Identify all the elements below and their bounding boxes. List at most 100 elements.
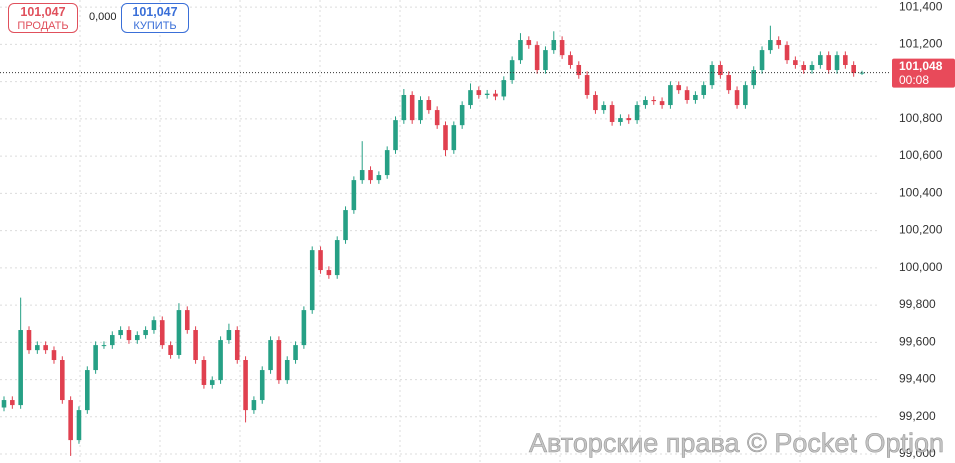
candle-body <box>584 75 590 95</box>
candle-body <box>334 240 340 276</box>
candle-body <box>68 400 73 441</box>
candle-body <box>426 100 432 111</box>
candle-body <box>276 340 282 381</box>
candle-body <box>743 85 748 106</box>
candle-body <box>184 310 190 331</box>
candle-body <box>801 64 806 71</box>
candle-body <box>734 90 740 106</box>
sell-button[interactable]: 101,047 ПРОДАТЬ <box>8 3 78 33</box>
candle-body <box>701 85 707 95</box>
candle-body <box>693 94 698 101</box>
candle-body <box>1 400 7 408</box>
sell-label: ПРОДАТЬ <box>17 20 69 32</box>
candle-body <box>718 64 723 76</box>
candle-body <box>601 105 607 111</box>
candle-body <box>434 110 440 126</box>
candle-body <box>459 105 465 126</box>
candle-body <box>376 175 382 181</box>
candle-body <box>126 330 132 341</box>
candle-body <box>593 94 598 111</box>
candle-body <box>143 330 148 336</box>
candle-body <box>793 60 798 65</box>
candle-body <box>118 330 123 336</box>
candle-body <box>443 125 448 151</box>
candle-body <box>368 170 373 181</box>
candle-body <box>209 380 215 385</box>
candle-body <box>234 330 240 361</box>
candle-body <box>776 40 781 46</box>
candle-body <box>826 55 831 71</box>
candle-body <box>243 360 248 411</box>
y-tick-label: 99,200 <box>899 409 936 423</box>
candle-body <box>626 118 632 121</box>
candle-body <box>110 335 115 346</box>
candle-body <box>668 85 673 106</box>
candle-body <box>526 40 532 46</box>
candle-body <box>159 320 165 346</box>
candle-body <box>393 120 398 151</box>
candle-body <box>134 335 140 341</box>
y-tick-label: 100,000 <box>899 260 943 274</box>
candle-body <box>201 360 207 385</box>
candle-body <box>818 55 823 65</box>
candle-body <box>343 210 348 241</box>
candle-body <box>93 345 98 371</box>
y-tick-label: 99,600 <box>899 334 936 348</box>
candle-body <box>43 345 48 351</box>
candle-body <box>293 345 298 361</box>
candle-body <box>326 270 332 276</box>
sell-price: 101,047 <box>20 5 66 19</box>
candle-body <box>809 64 815 71</box>
candle-body <box>676 85 682 91</box>
candle-body <box>659 101 665 106</box>
candle-body <box>51 350 57 361</box>
candle-body <box>168 345 173 355</box>
y-tick-label: 100,400 <box>899 185 943 199</box>
current-price-label: 101,048 <box>899 59 943 73</box>
y-tick-label: 99,800 <box>899 297 936 311</box>
candle-body <box>85 370 90 411</box>
candle-body <box>493 93 498 97</box>
candle-body <box>193 330 198 361</box>
candle-body <box>509 60 515 81</box>
candle-body <box>759 50 765 71</box>
candle-body <box>684 90 690 101</box>
candle-body <box>226 330 232 341</box>
spread: 0,000 <box>89 11 117 23</box>
candle-body <box>709 64 715 86</box>
candle-body <box>634 105 640 121</box>
candle-body <box>309 250 315 311</box>
candle-body <box>218 340 223 381</box>
y-tick-label: 99,000 <box>899 446 936 460</box>
candle-body <box>768 40 773 51</box>
candle-body <box>401 94 407 121</box>
candle-body <box>351 180 357 211</box>
candle-body <box>518 40 523 61</box>
candle-body <box>35 345 40 351</box>
current-price-timer: 00:08 <box>899 73 929 87</box>
candle-body <box>10 400 15 406</box>
candle-body <box>484 93 490 95</box>
current-price-box <box>892 58 955 88</box>
candle-body <box>418 100 423 121</box>
y-tick-label: 101,400 <box>899 0 943 13</box>
candle-body <box>409 94 415 121</box>
candle-body <box>301 310 307 346</box>
candle-body <box>176 310 182 355</box>
candle-body <box>18 330 23 406</box>
candle-body <box>476 90 482 95</box>
candle-body <box>60 360 65 401</box>
candle-body <box>101 345 107 347</box>
candle-body <box>76 410 82 441</box>
candle-body <box>26 330 32 351</box>
candle-body <box>468 90 473 106</box>
y-tick-label: 101,200 <box>899 36 943 50</box>
candle-body <box>609 105 615 122</box>
candle-body <box>318 250 323 271</box>
buy-button[interactable]: 101,047 КУПИТЬ <box>121 3 189 33</box>
candle-body <box>751 70 756 86</box>
candle-body <box>359 170 365 181</box>
watermark: Авторские права © Pocket Option <box>529 428 944 458</box>
